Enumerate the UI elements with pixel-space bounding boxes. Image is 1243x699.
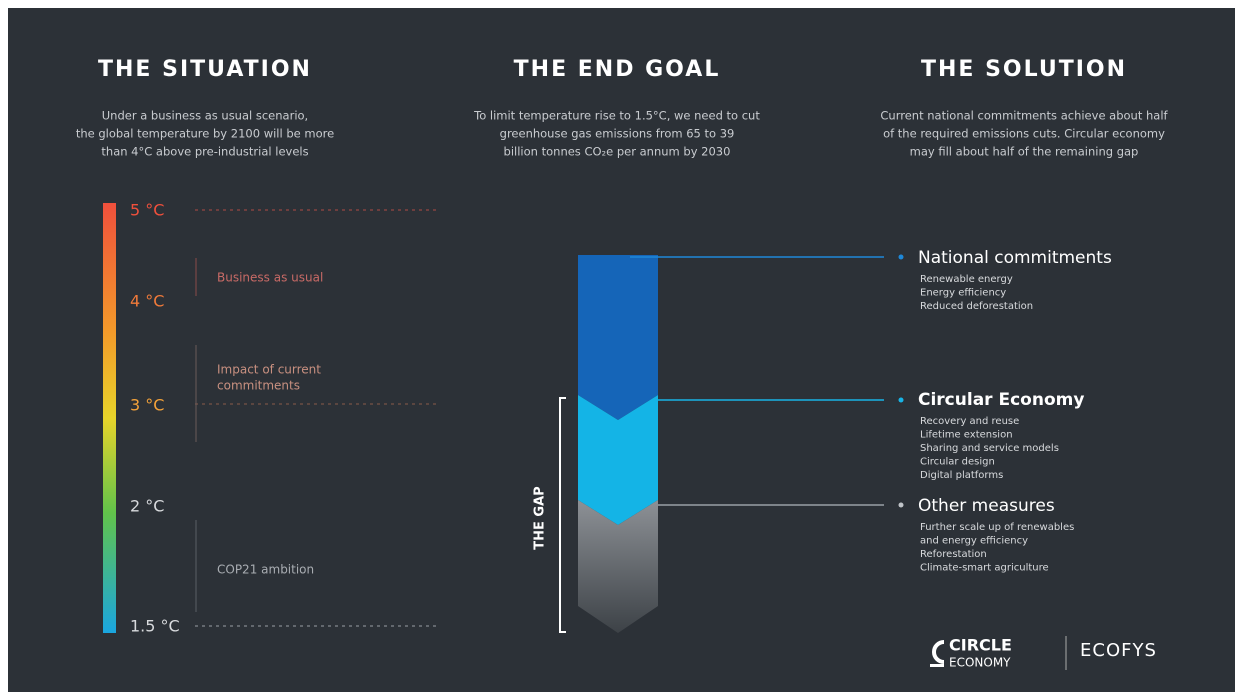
column-text: may fill about half of the remaining gap <box>910 145 1139 159</box>
bullet <box>898 502 904 508</box>
arrow-other <box>578 500 658 633</box>
annotation: Business as usual <box>217 271 323 285</box>
solution-item: Sharing and service models <box>920 443 1059 454</box>
column-text: than 4°C above pre-industrial levels <box>101 145 308 159</box>
dashed-guides <box>195 209 440 627</box>
solution-item: Energy efficiency <box>920 288 1006 299</box>
column-title: THE SOLUTION <box>921 57 1127 82</box>
gap-bracket <box>559 397 566 633</box>
column-text: billion tonnes CO₂e per annum by 2030 <box>504 145 731 159</box>
solution-item: Climate-smart agriculture <box>920 563 1049 574</box>
solution-item: Further scale up of renewables <box>920 522 1074 533</box>
column-title: THE SITUATION <box>98 57 312 82</box>
bullet <box>898 397 904 403</box>
solution-item: Renewable energy <box>920 274 1013 285</box>
logo-circle: CIRCLE <box>949 636 1012 655</box>
column-text: To limit temperature rise to 1.5°C, we n… <box>473 109 760 123</box>
bullet <box>898 254 904 260</box>
temperature-label: 5 °C <box>130 201 164 220</box>
column-text: of the required emissions cuts. Circular… <box>883 127 1165 141</box>
arrow-national <box>578 255 658 420</box>
temperature-label: 3 °C <box>130 396 164 415</box>
circle-logo-mark <box>930 640 945 667</box>
solution-item: Digital platforms <box>920 470 1003 481</box>
solution-item: Reduced deforestation <box>920 301 1033 312</box>
annotation: commitments <box>217 379 300 393</box>
solution-item: Reforestation <box>920 549 987 560</box>
annotation: COP21 ambition <box>217 563 314 577</box>
annotation: Impact of current <box>217 363 321 377</box>
logo-economy: ECONOMY <box>949 656 1011 670</box>
gap-label: THE GAP <box>533 486 548 549</box>
temperature-label: 2 °C <box>130 497 164 516</box>
column-title: THE END GOAL <box>514 57 721 82</box>
temperature-label: 1.5 °C <box>130 617 180 636</box>
solution-item: Circular design <box>920 457 995 468</box>
column-text: Current national commitments achieve abo… <box>880 109 1168 123</box>
arrow-circular <box>578 395 658 525</box>
column-text: greenhouse gas emissions from 65 to 39 <box>500 127 735 141</box>
column-text: Under a business as usual scenario, <box>102 109 308 123</box>
solution-title: National commitments <box>918 248 1112 268</box>
column-text: the global temperature by 2100 will be m… <box>76 127 334 141</box>
solution-title: Other measures <box>918 496 1055 516</box>
solution-item: and energy efficiency <box>920 536 1028 547</box>
solution-item: Recovery and reuse <box>920 416 1019 427</box>
thermometer <box>103 203 116 633</box>
temperature-label: 4 °C <box>130 292 164 311</box>
solution-title: Circular Economy <box>918 390 1084 410</box>
solution-item: Lifetime extension <box>920 430 1013 441</box>
logo-ecofys: ECOFYS <box>1080 640 1157 661</box>
